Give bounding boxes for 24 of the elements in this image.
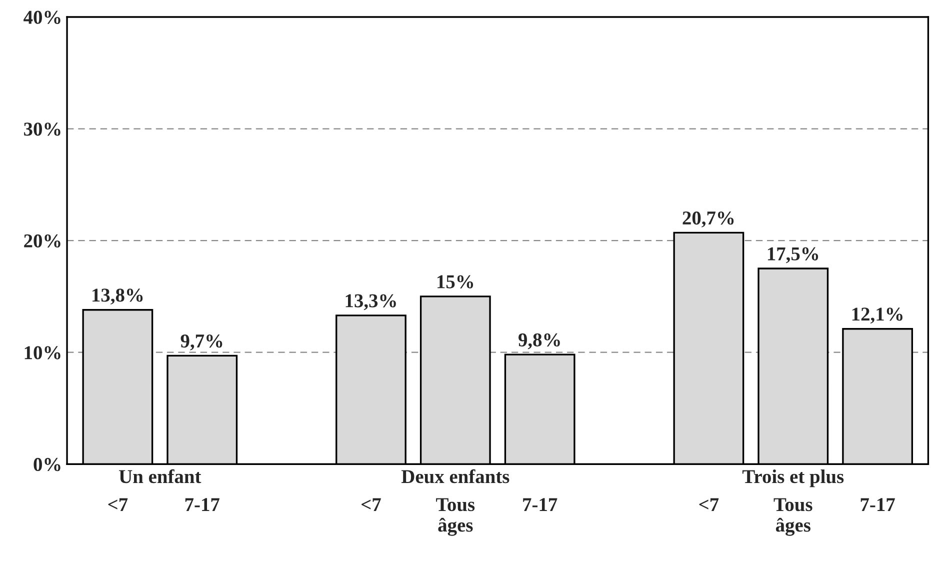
y-tick-label: 0% bbox=[34, 458, 60, 472]
x-tick-label: 7-17 bbox=[185, 498, 220, 511]
x-tick-label: 7-17 bbox=[860, 498, 895, 511]
x-tick-label: <7 bbox=[108, 498, 128, 511]
data-label: 17,5% bbox=[768, 247, 818, 264]
x-tick-label: Tous âges bbox=[774, 498, 812, 536]
data-label: 12,1% bbox=[852, 308, 902, 324]
x-tick-label: <7 bbox=[362, 498, 381, 511]
x-tick-label: 7-17 bbox=[523, 498, 558, 511]
y-tick-label: 40% bbox=[24, 10, 60, 24]
y-tick-label: 10% bbox=[24, 346, 60, 360]
text: Trois et plus bbox=[742, 469, 844, 488]
data-label: 15% bbox=[438, 275, 474, 288]
data-label: 13,3% bbox=[346, 294, 396, 310]
data-label: 9,8% bbox=[518, 333, 560, 350]
y-tick-label: 20% bbox=[24, 234, 60, 248]
text: Deux enfants bbox=[401, 469, 510, 484]
x-tick-label: <7 bbox=[699, 498, 719, 511]
x-tick-label: Tous âges bbox=[436, 498, 475, 536]
text: Un enfant bbox=[119, 469, 202, 484]
y-tick-label: 30% bbox=[24, 122, 60, 136]
data-label: 20,7% bbox=[682, 211, 734, 228]
data-label: 13,8% bbox=[92, 288, 143, 305]
data-label: 9,7% bbox=[180, 334, 222, 350]
